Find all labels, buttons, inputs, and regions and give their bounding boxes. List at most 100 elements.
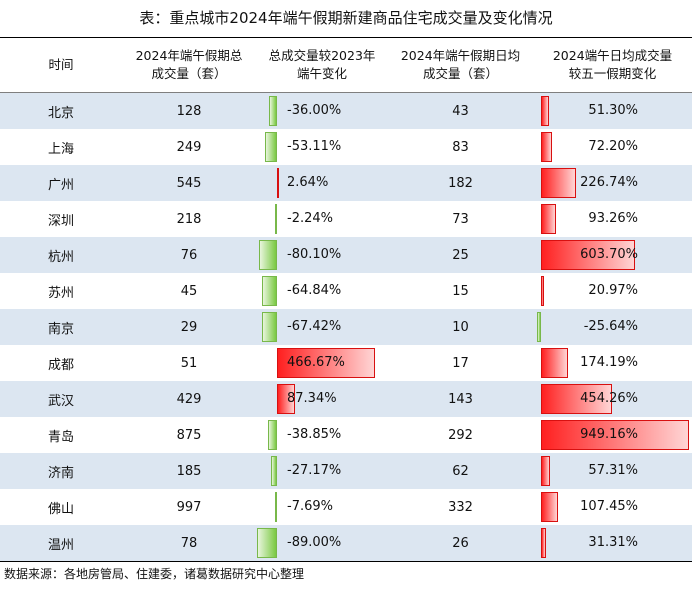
yoy-bar xyxy=(257,528,277,558)
yoy-value: -64.84% xyxy=(287,283,342,298)
table-row: 北京 128 -36.00% 43 51.30% xyxy=(0,93,692,129)
yoy-cell: 87.34% xyxy=(256,381,388,417)
header-total-line-1: 2024年端午假期总 xyxy=(135,48,243,63)
daily-cell: 25 xyxy=(452,247,469,263)
header-mom: 2024端午日均成交量 较五一假期变化 xyxy=(533,38,692,92)
yoy-value: 87.34% xyxy=(287,391,337,406)
daily-cell: 15 xyxy=(452,283,469,299)
header-yoy-line-2: 端午变化 xyxy=(296,66,347,81)
table-row: 南京 29 -67.42% 10 -25.64% xyxy=(0,309,692,345)
yoy-cell: 2.64% xyxy=(256,165,388,201)
city-cell: 广州 xyxy=(48,177,75,193)
mom-cell: 226.74% xyxy=(533,165,692,201)
header-daily-line-1: 2024年端午假期日均 xyxy=(400,48,521,63)
yoy-bar xyxy=(270,456,277,486)
mom-bar xyxy=(541,168,577,198)
yoy-value: -27.17% xyxy=(287,463,342,478)
yoy-cell: -27.17% xyxy=(256,453,388,489)
daily-cell: 73 xyxy=(452,211,469,227)
yoy-bar xyxy=(277,348,375,378)
yoy-bar xyxy=(262,276,277,306)
mom-value: 174.19% xyxy=(580,355,638,370)
mom-value: 57.31% xyxy=(588,463,638,478)
yoy-value: -53.11% xyxy=(287,139,342,154)
mom-bar xyxy=(541,420,689,450)
mom-bar xyxy=(537,312,541,342)
top-rule xyxy=(0,37,692,38)
table-row: 济南 185 -27.17% 62 57.31% xyxy=(0,453,692,489)
daily-cell: 83 xyxy=(452,139,469,155)
yoy-value: -67.42% xyxy=(287,319,342,334)
mom-value: 51.30% xyxy=(588,103,638,118)
city-cell: 南京 xyxy=(48,321,75,337)
mom-cell: 57.31% xyxy=(533,453,692,489)
header-daily: 2024年端午假期日均 成交量（套） xyxy=(388,38,533,92)
mom-value: 72.20% xyxy=(588,139,638,154)
total-cell: 78 xyxy=(180,535,198,551)
city-cell: 北京 xyxy=(48,105,75,121)
mom-value: 93.26% xyxy=(588,211,638,226)
yoy-cell: -80.10% xyxy=(256,237,388,273)
yoy-cell: -36.00% xyxy=(256,93,388,129)
mom-value: 20.97% xyxy=(588,283,638,298)
mom-value: 454.26% xyxy=(580,391,638,406)
mom-cell: 603.70% xyxy=(533,237,692,273)
mom-cell: 72.20% xyxy=(533,129,692,165)
daily-cell: 17 xyxy=(452,355,469,371)
yoy-cell: 466.67% xyxy=(256,345,388,381)
yoy-value: -80.10% xyxy=(287,247,342,262)
mom-value: -25.64% xyxy=(583,319,638,334)
mom-value: 949.16% xyxy=(580,427,638,442)
daily-cell: 182 xyxy=(448,175,473,191)
header-total-line-2: 成交量（套） xyxy=(151,66,227,81)
yoy-bar xyxy=(277,168,279,198)
mom-cell: 454.26% xyxy=(533,381,692,417)
yoy-value: -36.00% xyxy=(287,103,342,118)
mom-cell: 949.16% xyxy=(533,417,692,453)
mom-bar xyxy=(541,276,545,306)
city-cell: 杭州 xyxy=(48,249,75,265)
total-cell: 185 xyxy=(176,463,202,479)
city-cell: 佛山 xyxy=(48,501,75,517)
yoy-bar xyxy=(275,492,277,522)
yoy-cell: -64.84% xyxy=(256,273,388,309)
mom-cell: 174.19% xyxy=(533,345,692,381)
yoy-cell: -2.24% xyxy=(256,201,388,237)
yoy-bar xyxy=(268,420,277,450)
mom-value: 603.70% xyxy=(580,247,638,262)
city-cell: 上海 xyxy=(48,141,75,157)
total-cell: 128 xyxy=(176,103,202,119)
mom-cell: 20.97% xyxy=(533,273,692,309)
mom-value: 31.31% xyxy=(588,535,638,550)
mom-bar xyxy=(541,240,636,270)
yoy-value: -38.85% xyxy=(287,427,342,442)
header-daily-line-2: 成交量（套） xyxy=(422,66,498,81)
table-title: 表：重点城市2024年端午假期新建商品住宅成交量及变化情况 xyxy=(139,9,553,27)
yoy-cell: -53.11% xyxy=(256,129,388,165)
mom-bar xyxy=(541,384,612,414)
table-row: 青岛 875 -38.85% 292 949.16% xyxy=(0,417,692,453)
table-row: 杭州 76 -80.10% 25 603.70% xyxy=(0,237,692,273)
source-note: 数据来源：各地房管局、住建委，诸葛数据研究中心整理 xyxy=(4,567,305,581)
yoy-bar xyxy=(261,312,277,342)
yoy-cell: -67.42% xyxy=(256,309,388,345)
yoy-cell: -7.69% xyxy=(256,489,388,525)
mom-cell: 93.26% xyxy=(533,201,692,237)
header-mom-line-1: 2024端午日均成交量 xyxy=(552,48,673,63)
table-row: 深圳 218 -2.24% 73 93.26% xyxy=(0,201,692,237)
daily-cell: 292 xyxy=(448,427,473,443)
header-time: 时间 xyxy=(0,38,122,92)
daily-cell: 10 xyxy=(452,319,469,335)
daily-cell: 43 xyxy=(452,103,469,119)
mom-value: 107.45% xyxy=(580,499,638,514)
mom-bar xyxy=(541,96,549,126)
header-total: 2024年端午假期总 成交量（套） xyxy=(122,38,256,92)
mom-cell: -25.64% xyxy=(533,309,692,345)
total-cell: 545 xyxy=(176,175,202,191)
city-cell: 成都 xyxy=(48,357,75,373)
total-cell: 875 xyxy=(176,427,202,443)
daily-cell: 26 xyxy=(452,535,469,551)
mom-bar xyxy=(541,456,550,486)
table-row: 成都 51 466.67% 17 174.19% xyxy=(0,345,692,381)
mom-bar xyxy=(541,132,553,162)
